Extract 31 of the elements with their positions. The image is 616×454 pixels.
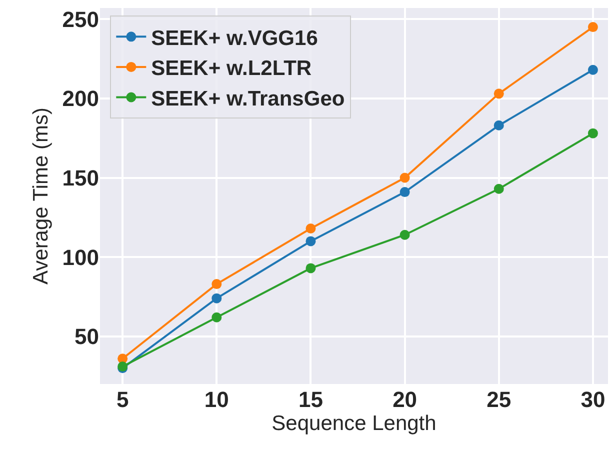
point (306, 224, 316, 234)
y-axis-title: Average Time (ms) (29, 108, 52, 284)
x-tick-label: 25 (486, 387, 512, 412)
y-tick-label: 150 (62, 165, 99, 190)
point (494, 88, 504, 99)
y-tick-label: 50 (74, 324, 99, 350)
point (588, 22, 598, 32)
point (400, 172, 410, 183)
legend-label: SEEK+ w.VGG16 (151, 26, 318, 50)
point (212, 279, 222, 290)
x-tick-label: 5 (116, 387, 129, 412)
x-tick-label: 15 (298, 387, 323, 412)
point (494, 120, 504, 130)
x-tick-label: 10 (204, 387, 229, 412)
point (494, 184, 504, 194)
legend-label: SEEK+ w.TransGeo (151, 87, 345, 110)
x-tick-label: 20 (392, 387, 418, 412)
point (400, 230, 410, 240)
point (306, 263, 316, 274)
legend-label: SEEK+ w.L2LTR (151, 57, 312, 80)
x-tick-label: 30 (580, 387, 606, 412)
point (306, 236, 316, 246)
point (588, 128, 598, 138)
point (212, 293, 222, 304)
x-axis-title: Sequence Length (272, 412, 436, 436)
point (212, 312, 222, 322)
point (588, 64, 598, 75)
y-tick-label: 200 (62, 86, 99, 112)
y-tick-label: 250 (62, 6, 99, 32)
point (400, 187, 410, 198)
y-tick-label: 100 (62, 244, 99, 270)
